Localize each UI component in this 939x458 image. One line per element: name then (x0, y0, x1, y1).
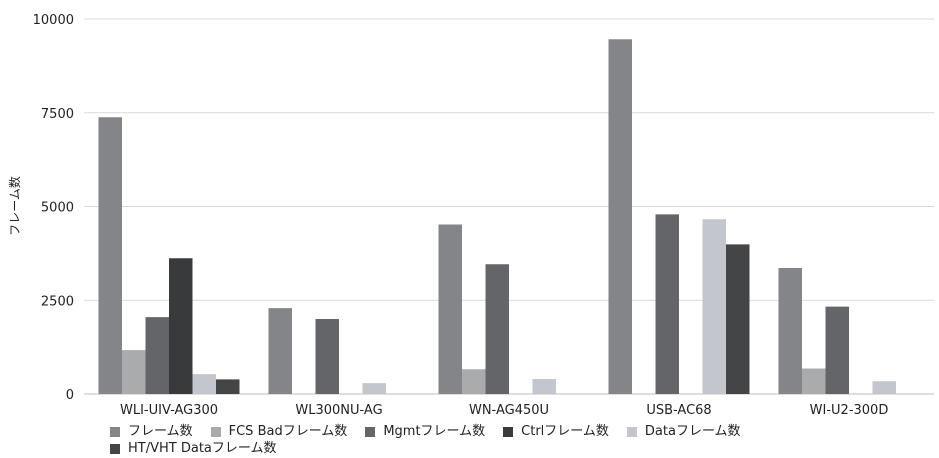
bar (702, 219, 726, 394)
legend-item: FCS Badフレーム数 (210, 423, 348, 440)
bar (192, 374, 216, 394)
legend-row-1: フレーム数 FCS Badフレーム数 Mgmtフレーム数 Ctrlフレーム数 D… (110, 423, 910, 440)
y-tick-label: 5000 (41, 201, 74, 216)
bar (778, 268, 802, 394)
bar (315, 319, 339, 394)
bar (485, 264, 509, 394)
bar (462, 369, 486, 394)
bar (169, 258, 193, 394)
bar (122, 350, 146, 394)
legend-item: Mgmtフレーム数 (365, 423, 485, 440)
legend-swatch (110, 426, 120, 437)
y-tick-label: 0 (66, 388, 74, 403)
x-category-label: WLI-UIV-AG300 (120, 403, 218, 418)
bar (532, 379, 556, 394)
legend-swatch (626, 426, 637, 437)
x-category-label: USB-AC68 (646, 403, 711, 418)
legend-swatch (503, 426, 514, 437)
x-category-label: WL300NU-AG (295, 403, 382, 418)
legend-item: Dataフレーム数 (626, 423, 741, 440)
legend-label: FCS Badフレーム数 (228, 424, 348, 439)
x-category-label: WN-AG450U (469, 403, 549, 418)
y-tick-labels: 0 2500 5000 7500 10000 (33, 13, 74, 403)
bars (98, 39, 896, 394)
legend-swatch (365, 426, 376, 437)
bar (726, 244, 750, 394)
y-axis-title: フレーム数 (7, 176, 22, 236)
legend-label: Mgmtフレーム数 (383, 424, 486, 439)
legend-item: フレーム数 (110, 423, 193, 440)
bar (608, 39, 632, 394)
bar (438, 224, 462, 394)
bar (98, 117, 122, 394)
bar (145, 317, 169, 394)
bar (362, 383, 386, 394)
legend-item: Ctrlフレーム数 (503, 423, 609, 440)
bar (825, 306, 849, 394)
bar (268, 308, 292, 394)
bar (872, 381, 896, 394)
bar (655, 214, 679, 394)
legend-swatch (110, 443, 120, 454)
y-tick-label: 7500 (41, 107, 74, 122)
legend-item: HT/VHT Dataフレーム数 (110, 440, 277, 457)
legend-label: Dataフレーム数 (644, 424, 741, 439)
legend: フレーム数 FCS Badフレーム数 Mgmtフレーム数 Ctrlフレーム数 D… (110, 423, 910, 457)
legend-row-2: HT/VHT Dataフレーム数 (110, 440, 910, 457)
legend-label: Ctrlフレーム数 (521, 424, 609, 439)
legend-label: HT/VHT Dataフレーム数 (128, 441, 277, 456)
legend-label: フレーム数 (128, 424, 193, 439)
bar (802, 368, 826, 394)
x-category-labels: WLI-UIV-AG300 WL300NU-AG WN-AG450U USB-AC68… (120, 403, 888, 418)
bar (216, 379, 240, 394)
y-tick-label: 2500 (41, 294, 74, 309)
x-category-label: WI-U2-300D (810, 403, 889, 418)
y-tick-label: 10000 (33, 13, 74, 28)
legend-swatch (210, 426, 221, 437)
